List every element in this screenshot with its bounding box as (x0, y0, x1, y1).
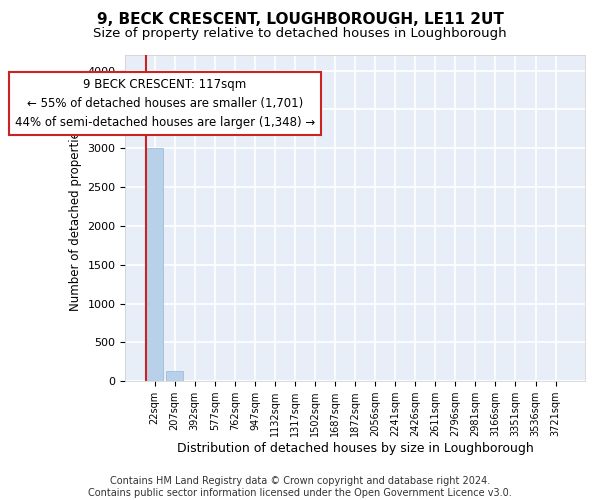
X-axis label: Distribution of detached houses by size in Loughborough: Distribution of detached houses by size … (177, 442, 533, 455)
Y-axis label: Number of detached properties: Number of detached properties (69, 125, 82, 311)
Text: 9, BECK CRESCENT, LOUGHBOROUGH, LE11 2UT: 9, BECK CRESCENT, LOUGHBOROUGH, LE11 2UT (97, 12, 503, 28)
Bar (166, 371, 183, 381)
Text: Contains HM Land Registry data © Crown copyright and database right 2024.
Contai: Contains HM Land Registry data © Crown c… (88, 476, 512, 498)
Text: Size of property relative to detached houses in Loughborough: Size of property relative to detached ho… (93, 28, 507, 40)
Bar (146, 148, 163, 381)
Text: 9 BECK CRESCENT: 117sqm
← 55% of detached houses are smaller (1,701)
44% of semi: 9 BECK CRESCENT: 117sqm ← 55% of detache… (14, 78, 315, 130)
